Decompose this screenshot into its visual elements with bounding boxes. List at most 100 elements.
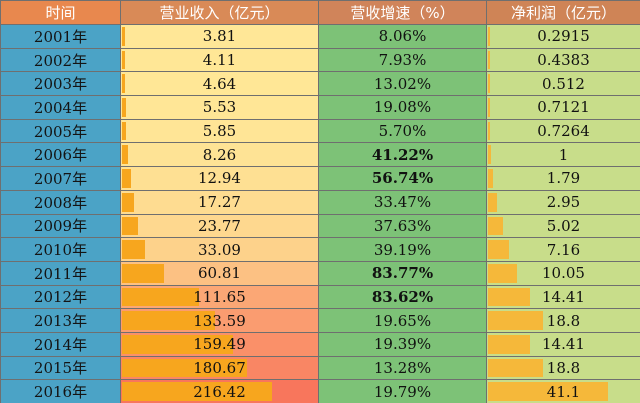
growth-cell: 39.19% xyxy=(318,237,487,262)
revenue-cell: 17.27 xyxy=(120,189,319,215)
revenue-value: 133.59 xyxy=(193,311,246,330)
profit-value: 41.1 xyxy=(546,382,581,401)
table-row: 2005年 5.85 5.70% 0.7264 xyxy=(0,118,640,144)
revenue-cell: 23.77 xyxy=(120,213,319,239)
revenue-data-bar xyxy=(122,121,127,141)
revenue-cell: 216.42 xyxy=(120,379,319,403)
table-row: 2011年 60.81 83.77% 10.05 xyxy=(0,260,640,286)
profit-value: 10.05 xyxy=(542,264,585,283)
revenue-value: 111.65 xyxy=(193,287,246,306)
year-cell: 2009年 xyxy=(0,213,121,239)
revenue-value: 4.11 xyxy=(202,51,237,70)
table-row: 2016年 216.42 19.79% 41.1 xyxy=(0,379,640,403)
profit-value: 18.8 xyxy=(546,358,581,377)
revenue-data-bar xyxy=(122,74,126,94)
profit-cell: 5.02 xyxy=(486,213,640,239)
year-cell: 2006年 xyxy=(0,142,121,168)
revenue-cell: 159.49 xyxy=(120,331,319,357)
table-row: 2003年 4.64 13.02% 0.512 xyxy=(0,71,640,97)
header-profit: 净利润（亿元） xyxy=(486,0,640,25)
profit-value: 2.95 xyxy=(546,193,581,212)
growth-cell: 19.79% xyxy=(318,379,487,403)
revenue-cell: 8.26 xyxy=(120,142,319,168)
revenue-cell: 12.94 xyxy=(120,166,319,191)
table-row: 2012年 111.65 83.62% 14.41 xyxy=(0,284,640,310)
profit-cell: 0.7121 xyxy=(486,95,640,120)
growth-cell: 13.02% xyxy=(318,71,487,97)
revenue-data-bar xyxy=(122,50,125,70)
year-cell: 2013年 xyxy=(0,308,121,333)
profit-value: 0.7121 xyxy=(537,98,590,117)
profit-data-bar xyxy=(488,98,491,117)
year-cell: 2012年 xyxy=(0,284,121,310)
profit-value: 7.16 xyxy=(546,240,581,259)
growth-cell: 13.28% xyxy=(318,355,487,381)
profit-value: 0.4383 xyxy=(537,51,590,70)
table-row: 2007年 12.94 56.74% 1.79 xyxy=(0,166,640,191)
revenue-data-bar xyxy=(122,192,134,212)
year-cell: 2014年 xyxy=(0,331,121,357)
year-cell: 2007年 xyxy=(0,166,121,191)
revenue-data-bar xyxy=(122,98,126,117)
profit-cell: 7.16 xyxy=(486,237,640,262)
profit-value: 0.512 xyxy=(542,74,585,93)
revenue-cell: 3.81 xyxy=(120,24,319,49)
profit-data-bar xyxy=(488,121,491,141)
header-year: 时间 xyxy=(0,0,121,25)
profit-value: 14.41 xyxy=(542,287,585,306)
revenue-cell: 180.67 xyxy=(120,355,319,381)
revenue-data-bar xyxy=(122,216,139,236)
profit-value: 18.8 xyxy=(546,311,581,330)
revenue-data-bar xyxy=(122,311,215,330)
revenue-data-bar xyxy=(122,287,200,307)
year-cell: 2010年 xyxy=(0,237,121,262)
year-cell: 2003年 xyxy=(0,71,121,97)
revenue-value: 180.67 xyxy=(193,358,246,377)
revenue-cell: 33.09 xyxy=(120,237,319,262)
profit-value: 0.2915 xyxy=(537,27,590,46)
profit-cell: 1 xyxy=(486,142,640,168)
revenue-data-bar xyxy=(122,145,128,165)
revenue-value: 33.09 xyxy=(198,240,241,259)
profit-data-bar xyxy=(488,27,490,46)
table-row: 2010年 33.09 39.19% 7.16 xyxy=(0,237,640,262)
year-cell: 2015年 xyxy=(0,355,121,381)
profit-cell: 0.512 xyxy=(486,71,640,97)
revenue-value: 3.81 xyxy=(202,27,237,46)
table-row: 2002年 4.11 7.93% 0.4383 xyxy=(0,47,640,73)
profit-data-bar xyxy=(488,145,491,165)
growth-cell: 7.93% xyxy=(318,47,487,73)
year-cell: 2011年 xyxy=(0,260,121,286)
profit-cell: 18.8 xyxy=(486,355,640,381)
revenue-value: 17.27 xyxy=(198,193,241,212)
revenue-data-bar xyxy=(122,169,131,188)
revenue-data-bar xyxy=(122,263,165,283)
revenue-cell: 5.53 xyxy=(120,95,319,120)
growth-cell: 19.39% xyxy=(318,331,487,357)
revenue-cell: 4.64 xyxy=(120,71,319,97)
growth-cell: 83.77% xyxy=(318,260,487,286)
growth-cell: 37.63% xyxy=(318,213,487,239)
revenue-data-bar xyxy=(122,334,233,354)
revenue-value: 4.64 xyxy=(202,74,237,93)
header-revenue: 营业收入（亿元） xyxy=(120,0,319,25)
profit-data-bar xyxy=(488,358,543,378)
revenue-cell: 111.65 xyxy=(120,284,319,310)
year-cell: 2016年 xyxy=(0,379,121,403)
growth-cell: 56.74% xyxy=(318,166,487,191)
revenue-cell: 133.59 xyxy=(120,308,319,333)
revenue-data-bar xyxy=(122,382,272,401)
header-growth: 营收增速（%） xyxy=(318,0,487,25)
table-row: 2009年 23.77 37.63% 5.02 xyxy=(0,213,640,239)
table-body: 2001年 3.81 8.06% 0.2915 2002年 4.11 7.93% 0.4383… xyxy=(0,24,640,403)
profit-data-bar xyxy=(488,334,531,354)
revenue-value: 5.85 xyxy=(202,122,237,141)
profit-data-bar xyxy=(488,382,608,401)
profit-cell: 14.41 xyxy=(486,331,640,357)
profit-cell: 18.8 xyxy=(486,308,640,333)
profit-cell: 0.7264 xyxy=(486,118,640,144)
header-row: 时间 营业收入（亿元） 营收增速（%） 净利润（亿元） xyxy=(0,0,640,25)
table-row: 2015年 180.67 13.28% 18.8 xyxy=(0,355,640,381)
